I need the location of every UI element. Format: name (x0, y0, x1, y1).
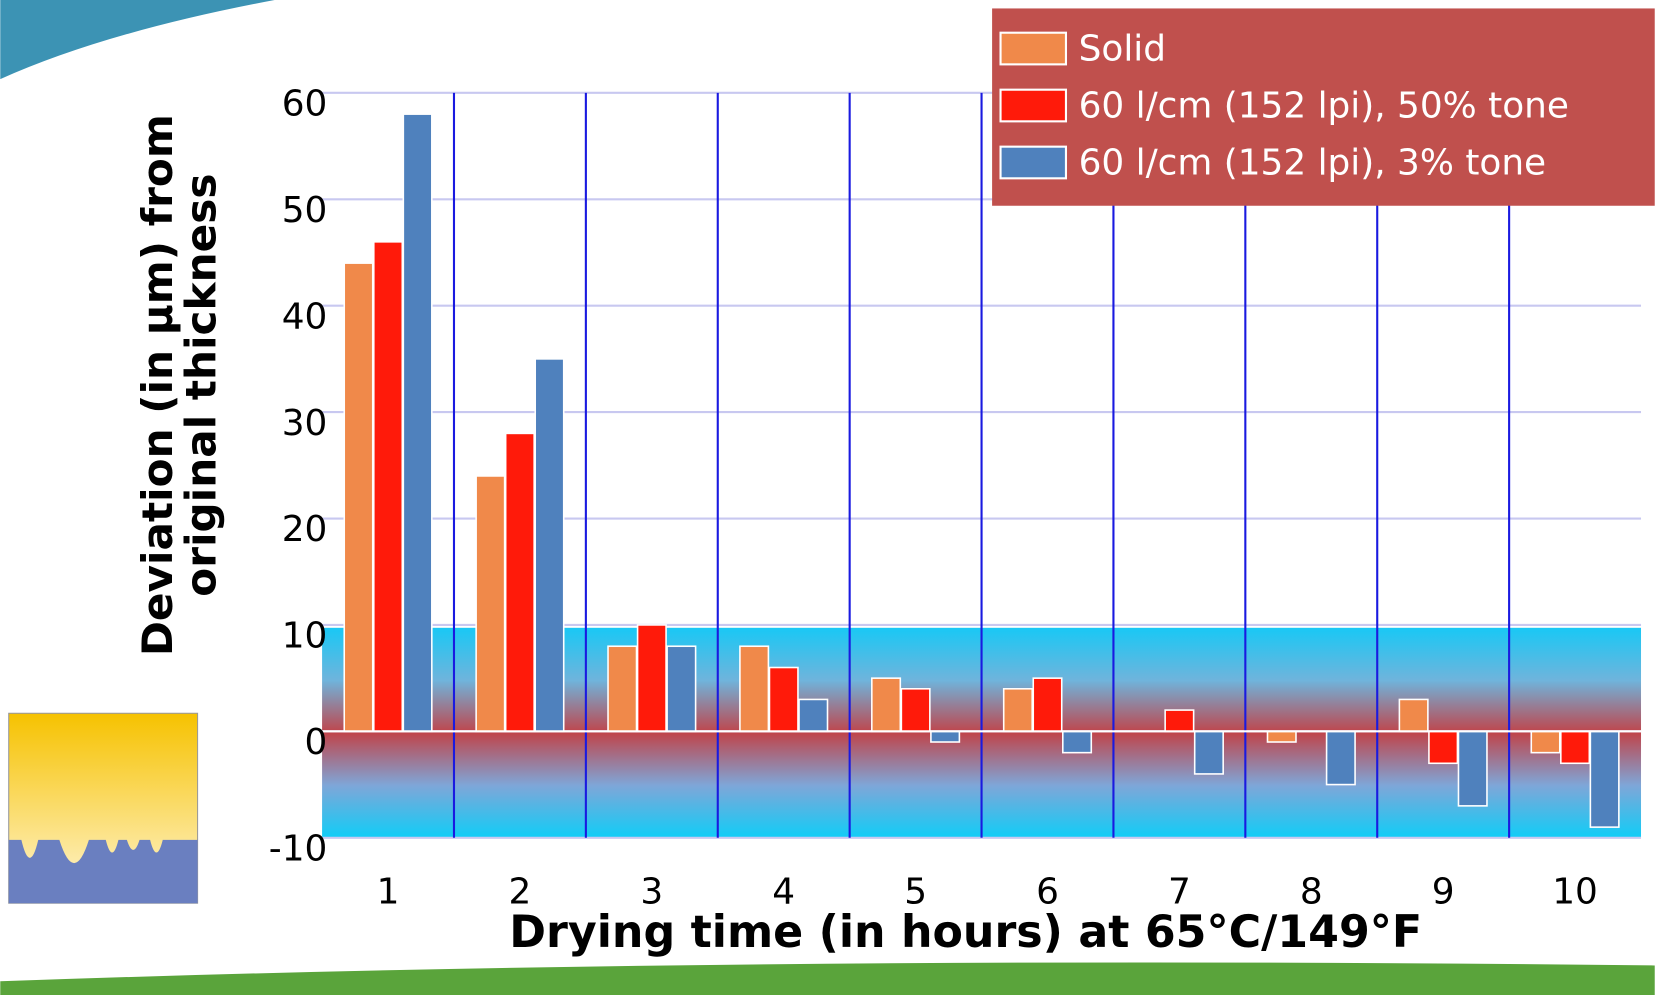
bar (768, 666, 799, 733)
bar (1164, 709, 1195, 733)
decor-strip (0, 962, 1655, 995)
bar (504, 432, 535, 733)
bar (739, 645, 770, 733)
bar (1062, 730, 1093, 754)
bar (1428, 730, 1459, 765)
decor-image (8, 712, 199, 904)
y-tick-label: 30 (282, 403, 328, 444)
y-axis-title: Deviation (in µm) from (133, 114, 182, 656)
bar (930, 730, 961, 743)
x-tick-label: 4 (772, 872, 795, 913)
legend-swatch (999, 145, 1068, 180)
x-tick-label: 1 (377, 872, 400, 913)
bar (402, 113, 433, 733)
bar (1457, 730, 1488, 807)
bar (1398, 698, 1429, 733)
y-tick-label: -10 (269, 828, 328, 869)
legend-label: 60 l/cm (152 lpi), 50% tone (1079, 86, 1569, 127)
x-tick-label: 10 (1552, 872, 1598, 913)
x-tick-label: 2 (509, 872, 532, 913)
bar (1032, 677, 1063, 733)
bar (1325, 730, 1356, 786)
legend-box (992, 8, 1655, 206)
bar (1193, 730, 1224, 775)
y-tick-label: 10 (282, 616, 328, 657)
bar (900, 688, 931, 733)
bar (534, 358, 565, 733)
x-tick-label: 5 (904, 872, 927, 913)
y-axis-title: original thickness (176, 174, 225, 597)
y-tick-label: 0 (305, 722, 328, 763)
bar (1002, 688, 1033, 733)
x-tick-label: 7 (1168, 872, 1191, 913)
bar (871, 677, 902, 733)
legend-swatch (999, 88, 1068, 123)
bar (1530, 730, 1561, 754)
bar (1589, 730, 1620, 828)
bar (636, 624, 667, 733)
bar (475, 475, 506, 733)
x-tick-label: 8 (1300, 872, 1323, 913)
bar (607, 645, 638, 733)
x-axis-title: Drying time (in hours) at 65°C/149°F (509, 907, 1422, 958)
bar (798, 698, 829, 733)
bar (343, 262, 374, 733)
decor-swoosh (0, 0, 275, 80)
bar (372, 241, 404, 733)
legend-label: 60 l/cm (152 lpi), 3% tone (1079, 143, 1547, 184)
y-tick-label: 40 (282, 296, 328, 337)
legend-swatch (999, 31, 1068, 66)
legend-label: Solid (1079, 29, 1166, 70)
x-tick-label: 9 (1432, 872, 1455, 913)
legend: Solid 60 l/cm (152 lpi), 50% tone 60 l/cm … (992, 8, 1655, 206)
bar (1560, 730, 1591, 765)
bar (1266, 730, 1297, 743)
y-tick-label: 50 (282, 190, 328, 231)
x-tick-label: 6 (1036, 872, 1059, 913)
x-tick-label: 3 (640, 872, 663, 913)
bar (666, 645, 697, 733)
y-tick-label: 60 (282, 84, 328, 125)
y-tick-label: 20 (282, 509, 328, 550)
